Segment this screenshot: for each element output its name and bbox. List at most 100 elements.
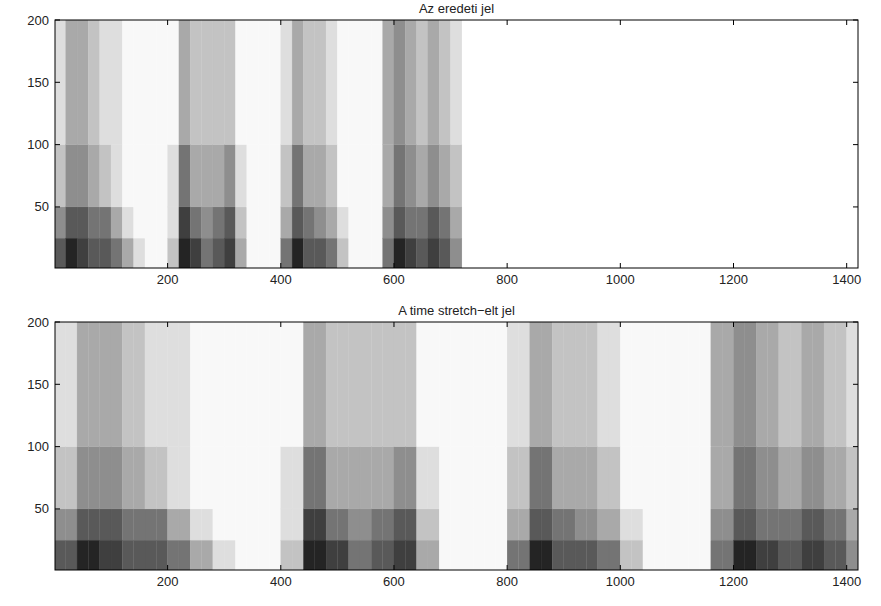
cell <box>586 447 597 509</box>
title: Az eredeti jel <box>419 1 494 16</box>
cell <box>360 145 371 207</box>
cell <box>168 207 179 238</box>
cell <box>202 207 213 238</box>
cell <box>213 207 224 238</box>
cell <box>439 145 450 207</box>
cell <box>88 509 99 540</box>
x-tick <box>846 322 847 327</box>
cell <box>156 447 167 509</box>
cell <box>292 20 303 145</box>
cell <box>654 540 665 570</box>
cell <box>530 322 541 447</box>
cell <box>326 20 337 145</box>
cell <box>779 540 790 570</box>
cell <box>281 322 292 447</box>
cell <box>111 207 122 238</box>
cell <box>202 540 213 570</box>
cell <box>247 322 258 447</box>
cell <box>767 540 778 570</box>
cell <box>813 447 824 509</box>
cell <box>122 447 133 509</box>
cell <box>281 207 292 238</box>
cell <box>541 509 552 540</box>
cell <box>349 540 360 570</box>
x-tick-label: 1400 <box>832 272 861 287</box>
y-tick-label: 50 <box>35 199 49 214</box>
cell <box>281 238 292 268</box>
cell <box>835 540 846 570</box>
cell <box>552 322 563 447</box>
cell <box>122 207 133 238</box>
cell <box>258 238 269 268</box>
cell <box>66 20 77 145</box>
cell <box>224 145 235 207</box>
cell <box>247 145 258 207</box>
cell <box>168 238 179 268</box>
cell <box>145 145 156 207</box>
cell <box>55 20 66 145</box>
cell <box>134 322 145 447</box>
cell <box>360 322 371 447</box>
cell <box>111 238 122 268</box>
cell <box>835 447 846 509</box>
cell <box>269 207 280 238</box>
cell <box>439 509 450 540</box>
x-tick <box>167 263 168 268</box>
cell <box>790 322 801 447</box>
cell <box>213 145 224 207</box>
cell <box>428 540 439 570</box>
x-tick-label: 600 <box>383 574 405 589</box>
cell <box>383 509 394 540</box>
cell <box>315 145 326 207</box>
x-tick <box>167 565 168 570</box>
cell <box>428 207 439 238</box>
x-tick <box>507 20 508 25</box>
cell <box>168 447 179 509</box>
cell <box>168 145 179 207</box>
cell <box>632 322 643 447</box>
cell <box>598 509 609 540</box>
cell <box>790 540 801 570</box>
cell <box>620 447 631 509</box>
cell <box>349 207 360 238</box>
cell <box>530 509 541 540</box>
y-tick-label: 100 <box>27 439 49 454</box>
cell <box>145 207 156 238</box>
cell <box>552 447 563 509</box>
cell <box>439 322 450 447</box>
cell <box>813 509 824 540</box>
cell <box>371 447 382 509</box>
cell <box>66 207 77 238</box>
cell <box>552 540 563 570</box>
y-tick <box>55 144 60 145</box>
cell <box>326 447 337 509</box>
cell <box>77 207 88 238</box>
cell <box>55 207 66 238</box>
cell <box>281 509 292 540</box>
x-tick <box>280 263 281 268</box>
cell <box>473 447 484 509</box>
cell <box>530 447 541 509</box>
cell <box>609 540 620 570</box>
cell <box>349 509 360 540</box>
cell <box>281 145 292 207</box>
cell <box>586 540 597 570</box>
cell <box>688 447 699 509</box>
cell <box>360 207 371 238</box>
x-tick <box>280 20 281 25</box>
cell <box>620 322 631 447</box>
cell <box>292 238 303 268</box>
cell <box>179 145 190 207</box>
panel: 20040060080010001200140050100150200Az er… <box>27 1 861 287</box>
cell <box>179 509 190 540</box>
cell <box>767 447 778 509</box>
cell <box>88 540 99 570</box>
cell <box>485 447 496 509</box>
cell <box>405 540 416 570</box>
cell <box>145 509 156 540</box>
cell <box>609 447 620 509</box>
cell <box>700 509 711 540</box>
cell <box>236 145 247 207</box>
cell <box>428 145 439 207</box>
cell <box>213 20 224 145</box>
